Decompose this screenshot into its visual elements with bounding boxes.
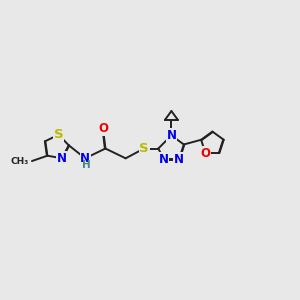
Text: N: N — [57, 152, 67, 165]
Text: H: H — [82, 160, 91, 170]
Text: O: O — [98, 122, 108, 135]
Text: S: S — [139, 142, 149, 155]
Text: O: O — [200, 147, 210, 160]
Text: N: N — [174, 153, 184, 166]
Text: N: N — [167, 129, 176, 142]
Text: N: N — [159, 153, 169, 166]
Text: N: N — [80, 152, 90, 165]
Text: S: S — [54, 128, 63, 141]
Text: CH₃: CH₃ — [10, 157, 28, 166]
